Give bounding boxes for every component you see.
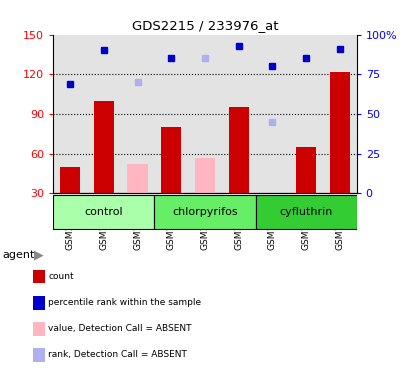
Bar [295,147,315,194]
Bar [228,108,248,194]
Bar [322,35,356,194]
FancyBboxPatch shape [255,195,356,228]
Title: GDS2215 / 233976_at: GDS2215 / 233976_at [131,19,278,32]
Text: value, Detection Call = ABSENT: value, Detection Call = ABSENT [48,324,191,333]
Bar [289,35,322,194]
FancyBboxPatch shape [154,195,255,228]
Bar [255,35,289,194]
Bar [221,35,255,194]
Bar [188,35,221,194]
Bar [94,101,114,194]
Text: cyfluthrin: cyfluthrin [279,207,332,217]
Text: percentile rank within the sample: percentile rank within the sample [48,298,201,307]
FancyBboxPatch shape [53,195,154,228]
Text: control: control [84,207,123,217]
Bar [87,35,120,194]
Bar [329,71,349,194]
Bar [60,167,80,194]
Bar [154,35,188,194]
Bar [194,157,215,194]
Text: chlorpyrifos: chlorpyrifos [172,207,237,217]
Bar [53,35,87,194]
Text: rank, Detection Call = ABSENT: rank, Detection Call = ABSENT [48,350,187,359]
Text: ▶: ▶ [34,249,43,262]
Bar [127,164,147,194]
Bar [161,127,181,194]
Bar [120,35,154,194]
Text: count: count [48,272,74,281]
Text: agent: agent [2,250,34,260]
